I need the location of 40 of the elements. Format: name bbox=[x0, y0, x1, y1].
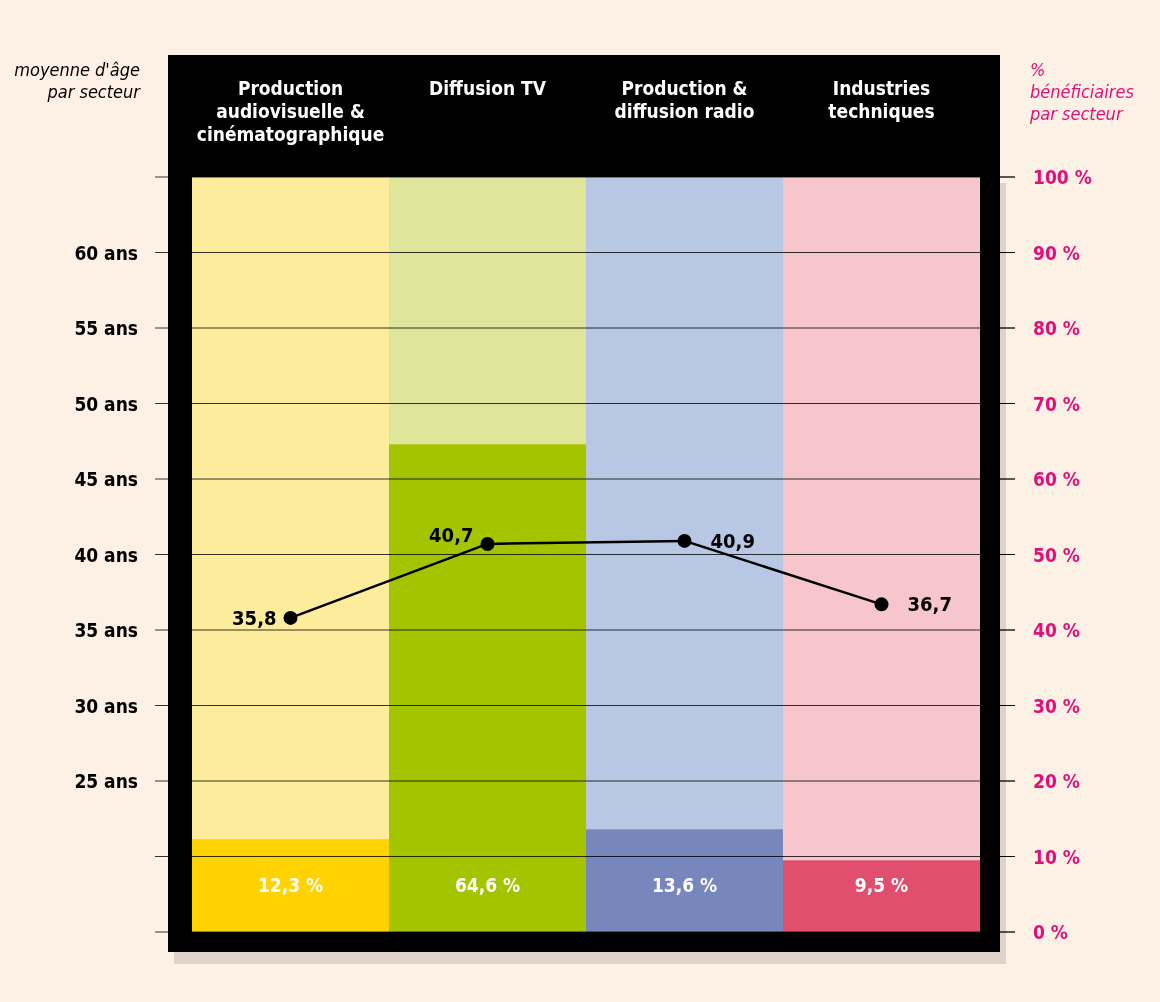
data-label: 9,5 % bbox=[854, 874, 909, 896]
x-tick-label: Production audiovisuelle & cinématographique bbox=[196, 77, 385, 145]
x-tick-label: Production & diffusion radio bbox=[614, 77, 755, 122]
data-label: 40,9 bbox=[710, 528, 755, 553]
point bbox=[480, 536, 495, 551]
y2-tick-label: 30 % bbox=[1033, 694, 1080, 717]
bar bbox=[192, 839, 389, 932]
point bbox=[283, 610, 298, 625]
y-tick-label: 55 ans bbox=[74, 317, 138, 339]
y-axis-title: moyenne d'âge par secteur bbox=[14, 59, 142, 102]
y-tick-label: 45 ans bbox=[74, 468, 138, 490]
y-tick-label: 35 ans bbox=[74, 619, 138, 641]
bar bbox=[783, 860, 980, 932]
y2-tick-label: 80 % bbox=[1033, 317, 1080, 339]
y-tick-label: 30 ans bbox=[74, 694, 138, 717]
y-tick-label: 50 ans bbox=[74, 392, 138, 415]
y2-tick-label: 70 % bbox=[1033, 392, 1080, 415]
y2-tick-label: 40 % bbox=[1033, 619, 1080, 641]
data-label: 35,8 bbox=[232, 605, 277, 630]
y2-tick-label: 0 % bbox=[1033, 921, 1068, 943]
x-tick-label: Industries techniques bbox=[828, 77, 935, 122]
y2-tick-label: 10 % bbox=[1033, 845, 1080, 868]
y-tick-label: 60 ans bbox=[74, 241, 138, 264]
y2-tick-label: 50 % bbox=[1033, 543, 1080, 566]
y2-tick-label: 90 % bbox=[1033, 241, 1080, 264]
y2-tick-label: 20 % bbox=[1033, 770, 1080, 792]
data-label: 40,7 bbox=[429, 522, 474, 547]
y2-tick-label: 100 % bbox=[1033, 166, 1092, 188]
y2-tick-label: 60 % bbox=[1033, 468, 1080, 490]
bar bbox=[586, 829, 783, 932]
data-label: 13,6 % bbox=[651, 874, 718, 896]
point bbox=[874, 597, 889, 612]
y2-axis-title: % bénéficiaires par secteur bbox=[1029, 59, 1135, 124]
y-tick-label: 25 ans bbox=[74, 770, 138, 792]
data-label: 12,3 % bbox=[257, 874, 324, 896]
data-label: 64,6 % bbox=[454, 874, 521, 896]
y-tick-label: 40 ans bbox=[74, 543, 138, 566]
point bbox=[677, 533, 692, 548]
data-label: 36,7 bbox=[907, 592, 952, 617]
x-tick-label: Diffusion TV bbox=[429, 77, 547, 99]
